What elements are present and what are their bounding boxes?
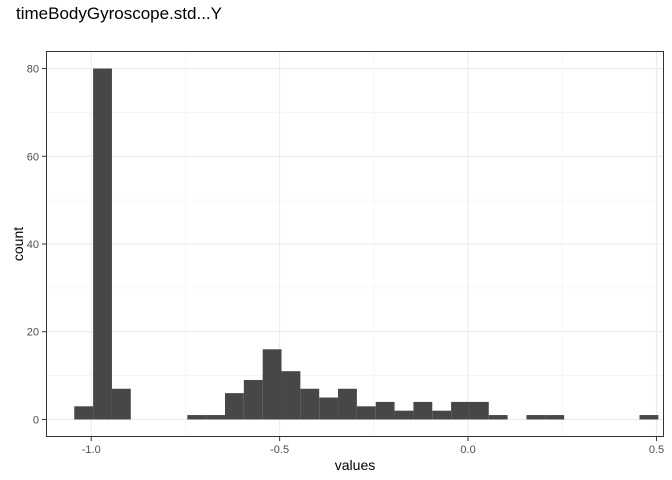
histogram-bar [243,379,263,420]
x-axis: -1.0 -0.5 0.0 0.5 [82,437,664,456]
histogram-bar [319,397,339,420]
histogram-bar [526,415,546,420]
histogram-bar [469,401,489,420]
histogram-bar [187,415,207,420]
histogram-bar [74,406,94,420]
chart-title: timeBodyGyroscope.std...Y [16,4,222,23]
y-tick-label: 40 [27,239,39,251]
x-tick-label: 0.0 [460,444,475,456]
x-axis-title: values [335,457,375,473]
histogram-bar [432,410,452,420]
histogram-bar [93,68,112,420]
y-tick-label: 0 [33,414,39,426]
y-tick-label: 20 [27,327,39,339]
x-tick-label: -1.0 [82,444,101,456]
histogram-bar [639,415,659,420]
y-axis-title: count [10,227,26,261]
histogram-bar [206,415,225,420]
histogram-bar [281,371,301,420]
y-tick-label: 80 [27,64,39,76]
histogram-bar [375,401,395,420]
histogram-bar [356,406,376,420]
histogram-bar [338,388,357,420]
plot-panel-border [46,51,664,437]
histogram-bar [545,415,565,420]
y-tick-label: 60 [27,151,39,163]
histogram-bar [413,401,433,420]
histogram-bar [394,410,414,420]
histogram-bar [262,349,282,420]
histogram-bars [74,68,659,420]
histogram-bar [300,388,320,420]
histogram-bar [451,401,470,420]
histogram-bar [111,388,131,420]
x-tick-label: 0.5 [649,444,664,456]
histogram-bar [488,415,508,420]
x-tick-label: -0.5 [270,444,289,456]
y-axis: 0 20 40 60 80 [27,64,46,426]
histogram-bar [224,393,244,420]
